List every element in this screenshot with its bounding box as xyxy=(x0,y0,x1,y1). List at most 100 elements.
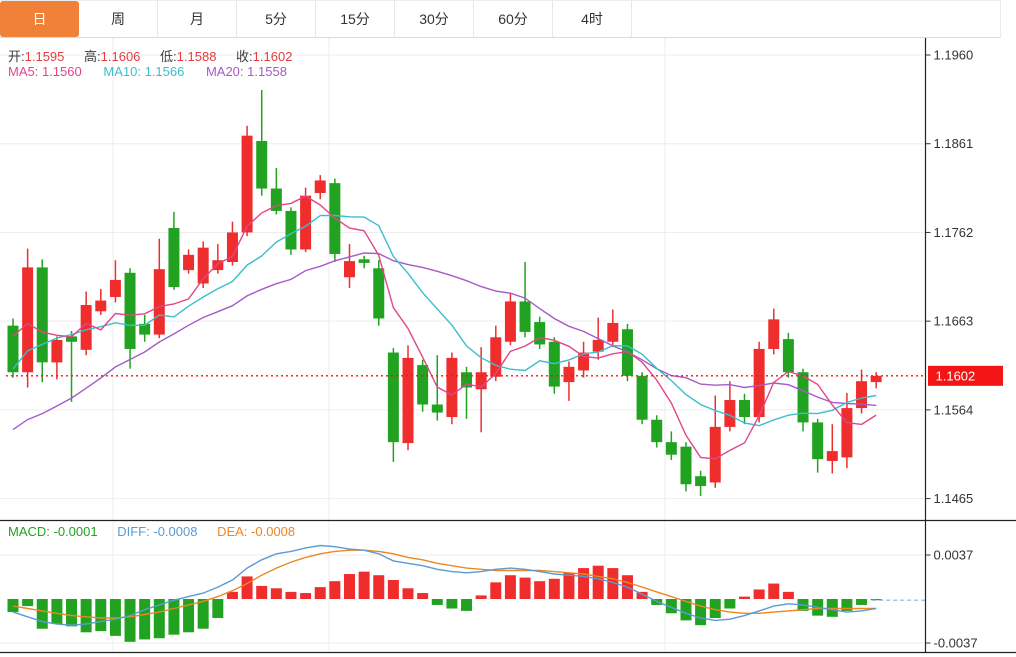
macd-readout: MACD: -0.0001 DIFF: -0.0008 DEA: -0.0008 xyxy=(8,524,311,539)
price-tick-label: 1.1861 xyxy=(934,136,974,151)
macd-hist-bar xyxy=(782,591,794,599)
macd-hist-bar xyxy=(373,575,385,599)
candle-body xyxy=(607,322,619,342)
macd-hist-bar xyxy=(607,568,619,599)
macd-hist-bar xyxy=(80,599,92,633)
candle-body xyxy=(168,227,180,288)
tab-day[interactable]: 日 xyxy=(0,1,79,37)
diff-line xyxy=(12,544,877,626)
candle-body xyxy=(124,272,136,349)
candlestick-macd-chart[interactable]: 1.1960 1.1861 1.1762 1.1663 1.1564 1.1465 0.00… xyxy=(0,38,1016,657)
macd-hist-bar xyxy=(402,588,414,599)
macd-hist-bar xyxy=(753,589,765,599)
candle-body xyxy=(285,210,297,250)
candle-body xyxy=(782,339,794,373)
candle-body xyxy=(753,348,765,418)
low-readout: 低:1.1588 xyxy=(160,49,217,64)
macd-hist-bar xyxy=(153,599,165,639)
macd-hist-bar xyxy=(461,599,473,611)
candle-body xyxy=(431,404,443,413)
candle-body xyxy=(22,267,34,373)
tab-30min[interactable]: 30分 xyxy=(395,1,474,37)
candle-body xyxy=(241,135,253,233)
ma20-readout: MA20: 1.1558 xyxy=(205,64,287,79)
candle-body xyxy=(387,352,399,443)
candle-body xyxy=(739,400,750,418)
last-price-badge-label: 1.1602 xyxy=(936,368,976,383)
macd-hist-bar xyxy=(270,588,282,599)
candle-body xyxy=(256,141,268,189)
tab-week[interactable]: 周 xyxy=(79,1,158,37)
macd-hist-bar xyxy=(300,593,312,599)
candle-body xyxy=(665,442,677,455)
candle-body xyxy=(870,375,882,383)
candle-body xyxy=(343,261,355,278)
macd-hist-bar xyxy=(124,599,136,642)
candle-body xyxy=(314,180,326,194)
candle-body xyxy=(768,319,780,349)
candle-body xyxy=(490,337,502,377)
macd-hist-bar xyxy=(563,572,575,599)
candle-body xyxy=(183,254,195,271)
macd-tick-label: 0.0037 xyxy=(934,548,974,563)
candle-body xyxy=(153,269,165,335)
candle-body xyxy=(373,268,385,319)
macd-hist-bar xyxy=(841,599,853,611)
tab-month[interactable]: 月 xyxy=(158,1,237,37)
macd-hist-bar xyxy=(343,574,355,599)
candle-body xyxy=(446,357,458,418)
tab-5min[interactable]: 5分 xyxy=(237,1,316,37)
macd-tick-label: -0.0037 xyxy=(934,636,978,651)
tab-60min[interactable]: 60分 xyxy=(474,1,553,37)
candle-body xyxy=(826,451,838,461)
macd-value-readout: MACD: -0.0001 xyxy=(8,524,98,539)
candle-body xyxy=(709,426,721,483)
macd-hist-bar xyxy=(212,599,224,619)
tab-week-label: 周 xyxy=(111,11,125,27)
macd-hist-bar xyxy=(226,591,238,599)
macd-hist-bar xyxy=(197,599,209,629)
macd-hist-bar xyxy=(636,591,648,599)
macd-hist-bar xyxy=(7,599,19,613)
tab-15min-label: 15分 xyxy=(340,11,370,27)
close-readout: 收:1.1602 xyxy=(236,49,293,64)
macd-hist-bar xyxy=(709,599,721,619)
candle-body xyxy=(578,352,590,371)
macd-hist-bar xyxy=(387,579,399,599)
macd-hist-bar xyxy=(768,583,780,599)
macd-hist-bar xyxy=(417,593,429,599)
candle-body xyxy=(812,422,824,460)
tab-month-label: 月 xyxy=(190,11,204,27)
tab-15min[interactable]: 15分 xyxy=(316,1,395,37)
macd-hist-bar xyxy=(592,565,604,599)
macd-hist-bar xyxy=(446,599,458,609)
ma5-readout: MA5: 1.1560 xyxy=(8,64,82,79)
candle-body xyxy=(51,339,63,363)
candle-body xyxy=(402,357,414,444)
candle-body xyxy=(534,322,546,345)
dea-value-readout: DEA: -0.0008 xyxy=(217,524,296,539)
macd-hist-bar xyxy=(519,577,531,599)
macd-hist-bar xyxy=(548,578,560,599)
ma5-line xyxy=(12,195,877,460)
macd-hist-bar xyxy=(168,599,180,635)
candle-body xyxy=(109,279,121,297)
macd-hist-bar xyxy=(51,599,63,624)
tab-4hour-label: 4时 xyxy=(581,11,603,27)
macd-hist-bar xyxy=(139,599,151,640)
candle-body xyxy=(563,366,575,383)
candle-body xyxy=(680,446,692,485)
price-tick-label: 1.1465 xyxy=(934,491,974,506)
macd-hist-bar xyxy=(856,599,868,605)
price-tick-label: 1.1663 xyxy=(934,314,974,329)
price-tick-label: 1.1564 xyxy=(934,402,974,417)
macd-hist-bar xyxy=(256,585,268,599)
candle-body xyxy=(139,323,151,335)
candle-body xyxy=(197,247,209,284)
tab-4hour[interactable]: 4时 xyxy=(553,1,632,37)
candle-body xyxy=(856,381,868,409)
candle-body xyxy=(797,372,809,423)
interval-toolbar: 日 周 月 5分 15分 30分 60分 4时 xyxy=(0,0,1001,38)
macd-hist-bar xyxy=(66,599,78,627)
